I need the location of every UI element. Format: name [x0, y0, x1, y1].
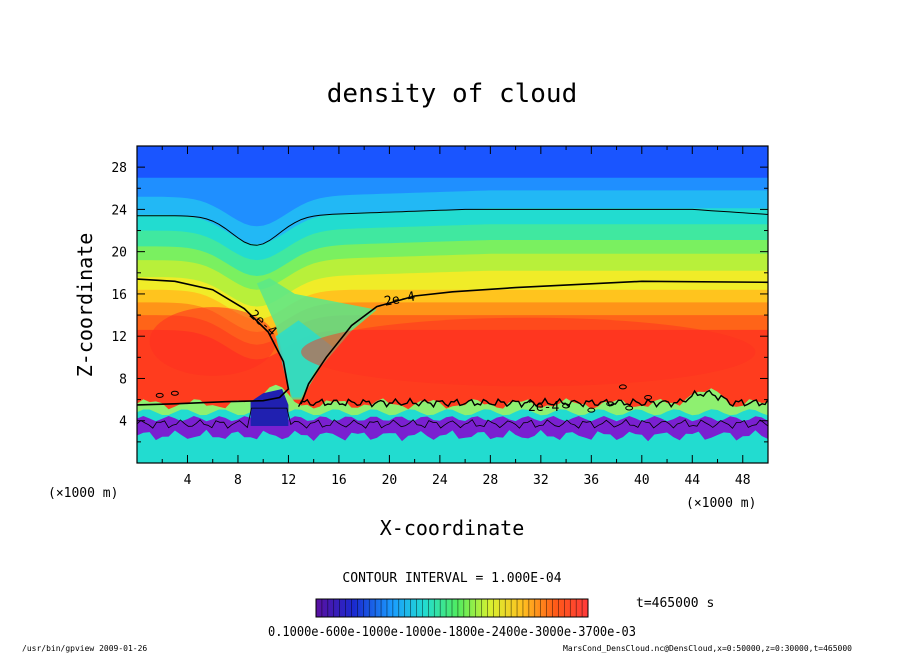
- x-tick-label: 44: [684, 473, 700, 488]
- x-tick-label: 36: [583, 473, 599, 488]
- contour-line: [137, 208, 768, 246]
- y-tick-label: 28: [111, 161, 127, 176]
- cloud-core-right: [301, 317, 756, 387]
- time-label: t=465000 s: [636, 596, 714, 611]
- contour-blob: [155, 392, 164, 398]
- x-tick-label: 20: [382, 473, 398, 488]
- contour-blob: [606, 401, 615, 407]
- x-axis-label: X-coordinate: [380, 516, 525, 540]
- y-tick-label: 24: [111, 203, 127, 218]
- y-axis-label: Z-coordinate: [73, 233, 97, 378]
- y-tick-label: 16: [111, 288, 127, 303]
- contour-blob: [625, 405, 634, 411]
- contour-line: [300, 280, 768, 405]
- plot-frame: [136, 145, 769, 464]
- contour-label: 2e-4: [528, 400, 559, 415]
- contour-blob: [644, 394, 653, 400]
- contour-interval: CONTOUR INTERVAL = 1.000E-04: [342, 571, 561, 586]
- colorbar-levels: [321, 599, 583, 617]
- x-scale-note: (×1000 m): [686, 496, 756, 511]
- y-tick-label: 20: [111, 246, 127, 261]
- x-tick-label: 40: [634, 473, 650, 488]
- y-tick-label: 8: [119, 372, 127, 387]
- footer-left: /usr/bin/gpview 2009-01-26: [22, 644, 147, 653]
- purple-base: [137, 403, 768, 442]
- contour-line: [137, 407, 768, 429]
- y-tick-label: 4: [119, 415, 127, 430]
- cloud-core-left: [149, 307, 276, 376]
- x-tick-label: 24: [432, 473, 448, 488]
- footer-right: MarsCond_DensCloud.nc@DensCloud,x=0:5000…: [563, 644, 852, 653]
- contour-line: [297, 389, 768, 409]
- y-scale-note: (×1000 m): [48, 486, 118, 501]
- contour-blob: [170, 390, 179, 396]
- y-tick-label: 12: [111, 330, 127, 345]
- x-tick-label: 12: [281, 473, 297, 488]
- colorbar-labels: 0.1000e-600e-1000e-1000e-1800e-2400e-300…: [268, 625, 636, 640]
- chart-title: density of cloud: [327, 79, 577, 109]
- contour-line: [137, 278, 290, 406]
- x-tick-label: 48: [735, 473, 751, 488]
- x-tick-label: 16: [331, 473, 347, 488]
- cloud-features: [137, 278, 768, 463]
- contour-blob: [562, 403, 571, 409]
- contour-label: 2e-4: [383, 289, 417, 309]
- x-tick-label: 28: [483, 473, 499, 488]
- contour-blob: [618, 384, 627, 390]
- x-tick-label: 32: [533, 473, 549, 488]
- contour-blob: [587, 407, 596, 413]
- x-tick-label: 4: [184, 473, 192, 488]
- x-tick-label: 8: [234, 473, 242, 488]
- contour-lines: [137, 208, 768, 429]
- colorbar: [315, 598, 589, 618]
- plot-area: [137, 146, 768, 463]
